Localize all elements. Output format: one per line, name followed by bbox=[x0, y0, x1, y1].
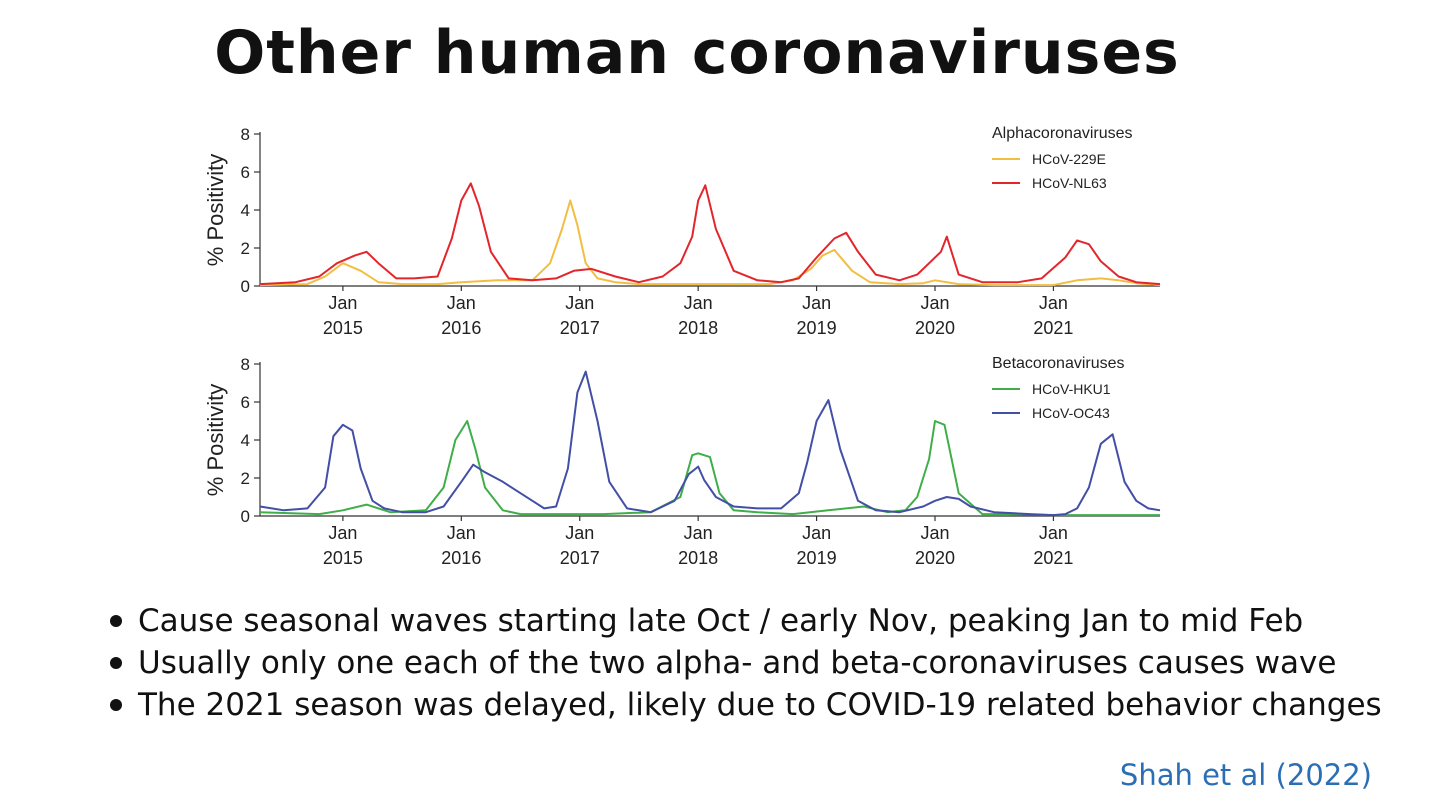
x-tick-label-month: Jan bbox=[565, 293, 594, 313]
legend-label: HCoV-229E bbox=[1032, 151, 1106, 167]
y-tick-label: 0 bbox=[241, 277, 250, 296]
x-tick-label-year: 2019 bbox=[797, 318, 837, 338]
series-line-hcov-oc43 bbox=[259, 370, 1161, 517]
x-tick-label-month: Jan bbox=[328, 293, 357, 313]
bullet-item: Cause seasonal waves starting late Oct /… bbox=[108, 600, 1382, 642]
x-tick-label-month: Jan bbox=[565, 523, 594, 543]
x-tick-label-year: 2016 bbox=[441, 548, 481, 568]
x-tick-label-year: 2017 bbox=[560, 318, 600, 338]
y-tick-label: 2 bbox=[241, 469, 250, 488]
x-tick-label-year: 2016 bbox=[441, 318, 481, 338]
bullet-dot bbox=[110, 699, 122, 711]
x-tick-label-month: Jan bbox=[447, 293, 476, 313]
x-tick-label-year: 2021 bbox=[1033, 548, 1073, 568]
y-tick-label: 2 bbox=[241, 239, 250, 258]
x-tick-label-year: 2018 bbox=[678, 318, 718, 338]
legend-label: HCoV-HKU1 bbox=[1032, 381, 1111, 397]
bullet-text: Usually only one each of the two alpha- … bbox=[138, 645, 1337, 681]
alphacoronavirus-chart: 0 2 4 6 8 % Positivity Jan 2015 Jan 2016 Jan 2017 Ja… bbox=[195, 118, 1185, 346]
y-tick-label: 8 bbox=[241, 355, 250, 374]
betacoronavirus-chart: 0 2 4 6 8 % Positivity Jan 2015 Jan 2016 Jan 2017 Ja… bbox=[195, 348, 1185, 576]
x-tick-label-month: Jan bbox=[1039, 293, 1068, 313]
bullet-item: The 2021 season was delayed, likely due … bbox=[108, 684, 1382, 726]
bullet-text: Cause seasonal waves starting late Oct /… bbox=[138, 603, 1304, 639]
bullet-dot bbox=[110, 615, 122, 627]
x-tick-label-month: Jan bbox=[328, 523, 357, 543]
x-tick-label-month: Jan bbox=[684, 293, 713, 313]
y-axis-label: % Positivity bbox=[203, 384, 228, 496]
x-tick-label-year: 2020 bbox=[915, 548, 955, 568]
x-tick-label-year: 2020 bbox=[915, 318, 955, 338]
x-tick-label-month: Jan bbox=[920, 523, 949, 543]
y-tick-label: 6 bbox=[241, 393, 250, 412]
x-tick-label-year: 2018 bbox=[678, 548, 718, 568]
x-tick-label-month: Jan bbox=[802, 293, 831, 313]
x-tick-label-year: 2015 bbox=[323, 548, 363, 568]
bullet-text: The 2021 season was delayed, likely due … bbox=[138, 687, 1382, 723]
bullet-list: Cause seasonal waves starting late Oct /… bbox=[108, 600, 1382, 726]
x-tick-label-month: Jan bbox=[1039, 523, 1068, 543]
betacoronavirus-chart-svg: 0 2 4 6 8 % Positivity Jan 2015 Jan 2016 Jan 2017 Ja… bbox=[203, 355, 1161, 568]
legend-label: HCoV-NL63 bbox=[1032, 175, 1107, 191]
x-tick-label-month: Jan bbox=[447, 523, 476, 543]
series-line-hcov-229e bbox=[259, 199, 1161, 287]
bullet-dot bbox=[110, 657, 122, 669]
y-tick-label: 6 bbox=[241, 163, 250, 182]
slide-title: Other human coronaviruses bbox=[214, 18, 1180, 88]
series-line-hcov-nl63 bbox=[259, 182, 1161, 286]
y-axis-label: % Positivity bbox=[203, 154, 228, 266]
legend-title: Alphacoronaviruses bbox=[992, 125, 1133, 142]
series-line-hcov-hku1 bbox=[259, 420, 1160, 517]
x-tick-label-month: Jan bbox=[802, 523, 831, 543]
legend-label: HCoV-OC43 bbox=[1032, 405, 1110, 421]
x-tick-label-year: 2017 bbox=[560, 548, 600, 568]
citation-link[interactable]: Shah et al (2022) bbox=[1119, 758, 1372, 792]
legend-title: Betacoronaviruses bbox=[992, 355, 1125, 372]
x-tick-label-month: Jan bbox=[920, 293, 949, 313]
bullet-item: Usually only one each of the two alpha- … bbox=[108, 642, 1382, 684]
y-tick-label: 4 bbox=[241, 431, 250, 450]
alphacoronavirus-chart-svg: 0 2 4 6 8 % Positivity Jan 2015 Jan 2016 Jan 2017 Ja… bbox=[203, 125, 1161, 338]
x-tick-label-year: 2019 bbox=[797, 548, 837, 568]
y-tick-label: 4 bbox=[241, 201, 250, 220]
y-tick-label: 0 bbox=[241, 507, 250, 526]
x-tick-label-year: 2021 bbox=[1033, 318, 1073, 338]
x-tick-label-month: Jan bbox=[684, 523, 713, 543]
x-tick-label-year: 2015 bbox=[323, 318, 363, 338]
y-tick-label: 8 bbox=[241, 125, 250, 144]
